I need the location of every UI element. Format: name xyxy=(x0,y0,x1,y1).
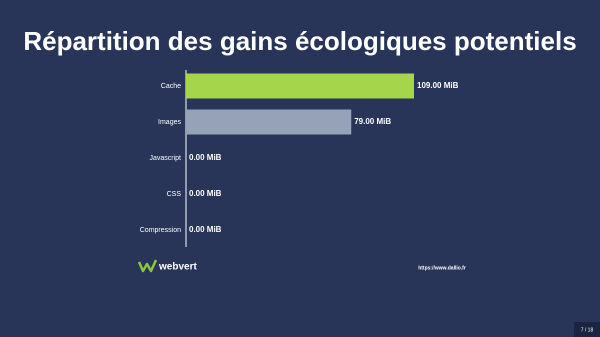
brand: webvert xyxy=(158,262,197,273)
url: https://www.dallio.fr xyxy=(418,265,466,271)
chart-title: Répartition des gains écologiques potent… xyxy=(23,26,576,56)
y-tick-label: Compression xyxy=(140,227,181,234)
value-label: 79.00 MiB xyxy=(354,117,391,126)
page-number: 7 / 18 xyxy=(581,327,594,333)
page-box xyxy=(574,322,600,337)
value-label: 0.00 MiB xyxy=(189,189,222,198)
y-tick-label: Images xyxy=(158,119,181,126)
y-tick-label: CSS xyxy=(167,191,182,198)
y-tick-label: Javascript xyxy=(149,155,181,162)
value-label: 0.00 MiB xyxy=(189,153,222,162)
y-tick-label: Cache xyxy=(161,83,181,90)
bar xyxy=(186,73,414,99)
logo-icon xyxy=(137,259,158,273)
bar xyxy=(186,109,352,135)
value-label: 0.00 MiB xyxy=(189,225,222,234)
value-label: 109.00 MiB xyxy=(417,81,459,90)
